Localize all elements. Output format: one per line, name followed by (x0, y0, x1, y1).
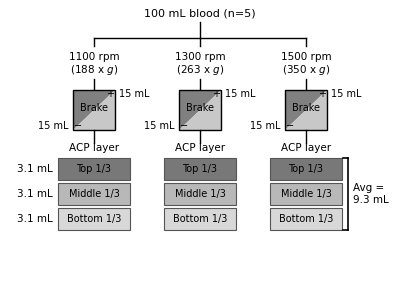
Text: 15 mL: 15 mL (250, 121, 281, 131)
Bar (270, 158, 342, 180)
Text: Top 1/3: Top 1/3 (182, 164, 218, 174)
Text: Top 1/3: Top 1/3 (76, 164, 112, 174)
Text: Middle 1/3: Middle 1/3 (280, 189, 332, 199)
Text: Brake: Brake (80, 103, 108, 113)
Text: 15 mL: 15 mL (38, 121, 69, 131)
Text: ACP layer: ACP layer (69, 143, 119, 153)
Bar (270, 208, 342, 230)
Text: Brake: Brake (186, 103, 214, 113)
Text: ACP layer: ACP layer (281, 143, 331, 153)
Polygon shape (179, 90, 221, 130)
Text: Top 1/3: Top 1/3 (288, 164, 324, 174)
Text: Bottom 1/3: Bottom 1/3 (67, 214, 121, 224)
Bar (164, 208, 236, 230)
Text: −: − (180, 121, 188, 131)
Text: 3.1 mL: 3.1 mL (17, 164, 53, 174)
Text: 1500 rpm: 1500 rpm (281, 52, 331, 62)
Text: 1100 rpm: 1100 rpm (69, 52, 119, 62)
Text: +: + (212, 89, 220, 99)
Text: +: + (106, 89, 114, 99)
Polygon shape (73, 90, 115, 130)
Text: Bottom 1/3: Bottom 1/3 (279, 214, 333, 224)
Text: 15 mL: 15 mL (225, 89, 256, 99)
Text: Brake: Brake (292, 103, 320, 113)
Text: 1300 rpm: 1300 rpm (175, 52, 225, 62)
Text: Avg =
9.3 mL: Avg = 9.3 mL (353, 183, 389, 205)
Text: 100 mL blood (n=5): 100 mL blood (n=5) (144, 9, 256, 19)
Bar (270, 183, 342, 205)
Text: +: + (318, 89, 326, 99)
Bar (58, 208, 130, 230)
Bar (164, 183, 236, 205)
Text: 3.1 mL: 3.1 mL (17, 214, 53, 224)
Text: 15 mL: 15 mL (119, 89, 150, 99)
Text: −: − (74, 121, 82, 131)
Text: (188 x $g$): (188 x $g$) (70, 63, 118, 77)
Polygon shape (285, 90, 327, 130)
Polygon shape (179, 90, 221, 130)
Text: 15 mL: 15 mL (331, 89, 362, 99)
Polygon shape (73, 90, 115, 130)
Text: ACP layer: ACP layer (175, 143, 225, 153)
Bar (58, 183, 130, 205)
Bar (73, 90, 115, 130)
Text: (263 x $g$): (263 x $g$) (176, 63, 224, 77)
Polygon shape (285, 90, 327, 130)
Bar (58, 158, 130, 180)
Text: Bottom 1/3: Bottom 1/3 (173, 214, 227, 224)
Bar (164, 158, 236, 180)
Text: (350 x $g$): (350 x $g$) (282, 63, 330, 77)
Bar (179, 90, 221, 130)
Bar (285, 90, 327, 130)
Text: 3.1 mL: 3.1 mL (17, 189, 53, 199)
Text: Middle 1/3: Middle 1/3 (68, 189, 120, 199)
Text: Middle 1/3: Middle 1/3 (174, 189, 226, 199)
Text: 15 mL: 15 mL (144, 121, 175, 131)
Text: −: − (286, 121, 294, 131)
